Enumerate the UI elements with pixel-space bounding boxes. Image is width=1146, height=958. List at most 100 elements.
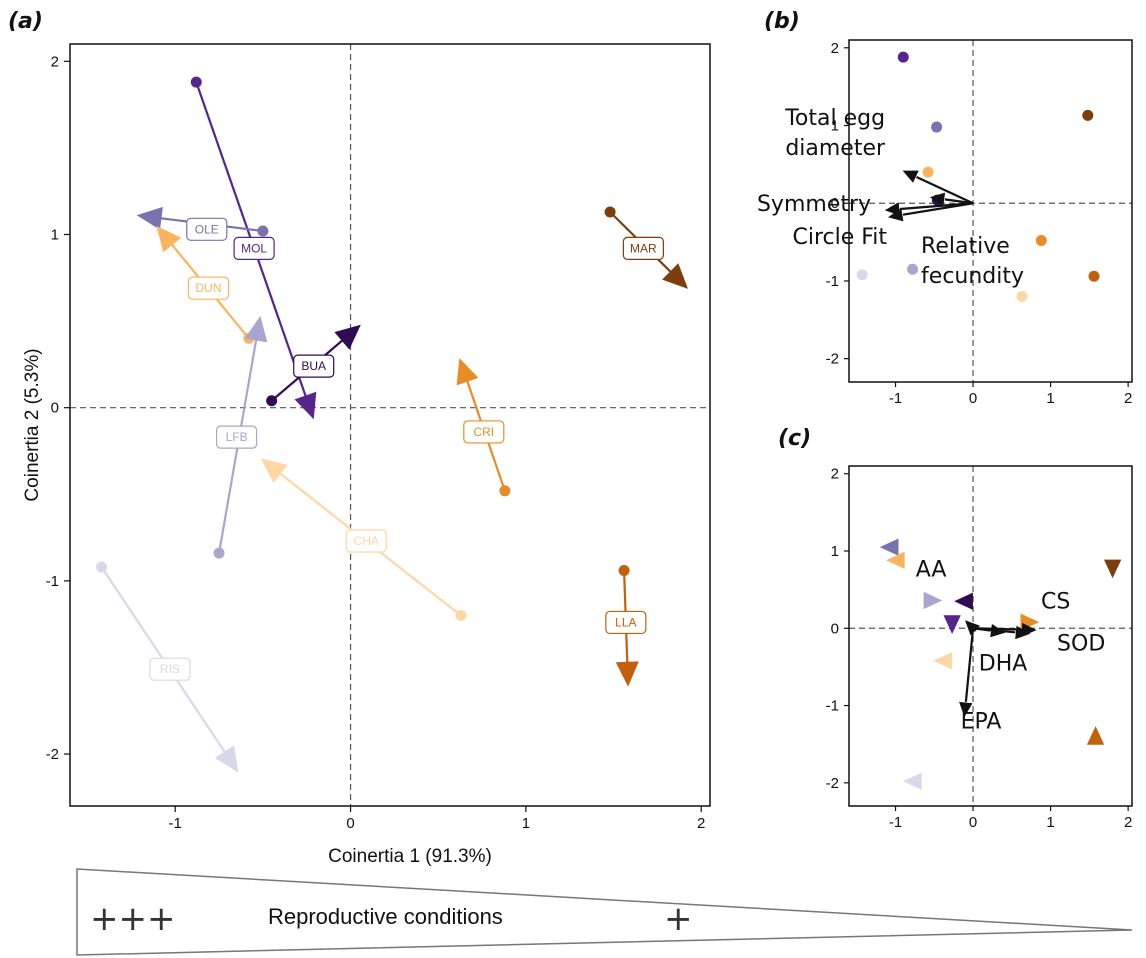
y-axis-label: Coinertia 2 (5.3%)	[22, 348, 43, 501]
triangle-point-DUN	[156, 225, 182, 253]
triangle-point-OLE	[136, 206, 163, 230]
vector-label-aa: AA	[916, 557, 947, 582]
vector-arrowhead	[965, 620, 980, 636]
y-tick-label: -1	[826, 698, 839, 715]
y-tick-label: 1	[831, 543, 839, 560]
legend-wedge	[76, 868, 1133, 956]
reproductive-conditions-legend: +++ Reproductive conditions +	[76, 868, 1133, 956]
site-label-box-RIS	[149, 657, 191, 681]
triangle-point-BUA	[334, 324, 361, 350]
panel-label-c: (c)	[778, 426, 811, 451]
site-label-box-CHA	[345, 529, 387, 553]
vector-dha	[972, 627, 991, 632]
point-OLE	[931, 121, 943, 133]
site-label-CRI: CRI	[473, 425, 494, 439]
circle-point-MOL	[190, 76, 202, 88]
y-tick-label: -1	[46, 573, 59, 590]
vector-label-total-egg-diameter: Total egg	[784, 106, 885, 131]
y-tick-label: 2	[51, 53, 59, 70]
triangle-point-BUA	[954, 592, 973, 610]
vector-epa	[964, 628, 975, 702]
vector-label-sod: SOD	[1057, 631, 1105, 656]
panel-a: (a) -1 0 1 2 -2 -1 0 1 2 Coinertia 1 (91.3%) Coiner…	[8, 9, 711, 867]
triangle-point-CHA	[933, 652, 952, 670]
y-tick-label: -2	[826, 351, 839, 368]
circle-point-CHA	[455, 610, 467, 621]
vector-label-total-egg-diameter: diameter	[785, 136, 886, 161]
triangle-point-DUN	[886, 551, 905, 569]
triangle-point-MAR	[662, 263, 688, 289]
triangle-point-MOL	[943, 615, 961, 634]
y-tick-label: 0	[831, 195, 839, 212]
triangle-point-CRI	[456, 358, 479, 386]
x-tick-label: 1	[1046, 390, 1054, 407]
x-tick-label: 2	[1124, 390, 1132, 407]
circle-point-CRI	[499, 485, 511, 497]
site-label-box-MOL	[233, 236, 275, 260]
plot-frame	[69, 43, 711, 807]
vector-label-dha: DHA	[979, 651, 1028, 676]
site-label-box-DUN	[187, 276, 230, 300]
point-DUN	[922, 166, 934, 178]
site-label-LLA: LLA	[615, 615, 636, 629]
panel-c: (c) -1 0 1 2 -2 -1 0 1 2 AA CS SOD DHA EPA	[778, 426, 1133, 831]
panel-b: (b) -1 0 1 2 -2 -1 0 1 2 Total egg diameter Symmetry…	[757, 9, 1133, 407]
circle-point-MAR	[604, 206, 616, 218]
triangle-point-MOL	[294, 391, 317, 420]
triangle-point-LLA	[615, 661, 639, 687]
legend-low-marker: +	[664, 899, 693, 939]
x-tick-label: 1	[1046, 814, 1054, 831]
y-tick-label: 2	[831, 466, 839, 483]
vector-label-relative-fecundity: fecundity	[921, 264, 1024, 289]
site-label-LFB: LFB	[226, 430, 248, 444]
y-tick-label: 0	[51, 400, 59, 417]
legend-high-marker: +++	[90, 899, 175, 939]
x-axis-label: Coinertia 1 (91.3%)	[328, 846, 492, 867]
vector-arrowhead	[990, 624, 1006, 638]
y-tick-label: -2	[46, 746, 59, 763]
triangle-point-OLE	[879, 538, 899, 556]
x-tick-label: -1	[889, 814, 902, 831]
y-tick-label: 2	[831, 40, 839, 57]
legend-label: Reproductive conditions	[268, 904, 503, 929]
point-MOL	[897, 51, 909, 63]
site-label-CHA: CHA	[354, 534, 379, 548]
point-CRI	[1035, 235, 1047, 247]
x-tick-label: 2	[1124, 814, 1132, 831]
site-label-box-OLE	[186, 217, 228, 241]
y-tick-label: -2	[826, 775, 839, 792]
x-tick-label: 0	[969, 814, 977, 831]
site-label-OLE: OLE	[195, 222, 219, 236]
triangle-point-RIS	[903, 772, 922, 790]
panel-label-b: (b)	[764, 9, 800, 34]
vector-label-cs: CS	[1041, 589, 1070, 614]
x-tick-label: -1	[169, 815, 182, 832]
point-MAR	[1082, 109, 1094, 121]
triangle-point-MAR	[1104, 559, 1122, 579]
vector-circle-fit	[902, 202, 974, 216]
circle-point-LLA	[618, 564, 630, 576]
vector-label-circle-fit: Circle Fit	[792, 225, 887, 250]
site-label-box-LLA	[605, 610, 647, 635]
point-LFB	[907, 263, 919, 275]
vector-arrowhead	[888, 208, 904, 222]
circle-point-RIS	[96, 561, 108, 573]
triangle-point-LFB	[244, 315, 268, 343]
vector-arrowhead	[929, 192, 946, 206]
y-tick-label: 0	[831, 620, 839, 637]
vector-total-egg-diameter	[916, 175, 974, 205]
x-tick-label: 2	[697, 815, 705, 832]
circle-point-LFB	[213, 547, 225, 559]
site-label-MAR: MAR	[630, 241, 657, 255]
y-tick-label: 1	[51, 227, 59, 244]
site-label-RIS: RIS	[160, 662, 180, 676]
circle-point-OLE	[257, 225, 269, 237]
site-label-MOL: MOL	[241, 241, 267, 255]
site-label-DUN: DUN	[196, 281, 222, 295]
site-label-box-LFB	[215, 425, 258, 449]
vector-arrowhead	[1015, 625, 1031, 640]
point-RIS	[856, 269, 868, 281]
x-tick-label: -1	[889, 390, 902, 407]
plot-frame	[848, 465, 1133, 807]
